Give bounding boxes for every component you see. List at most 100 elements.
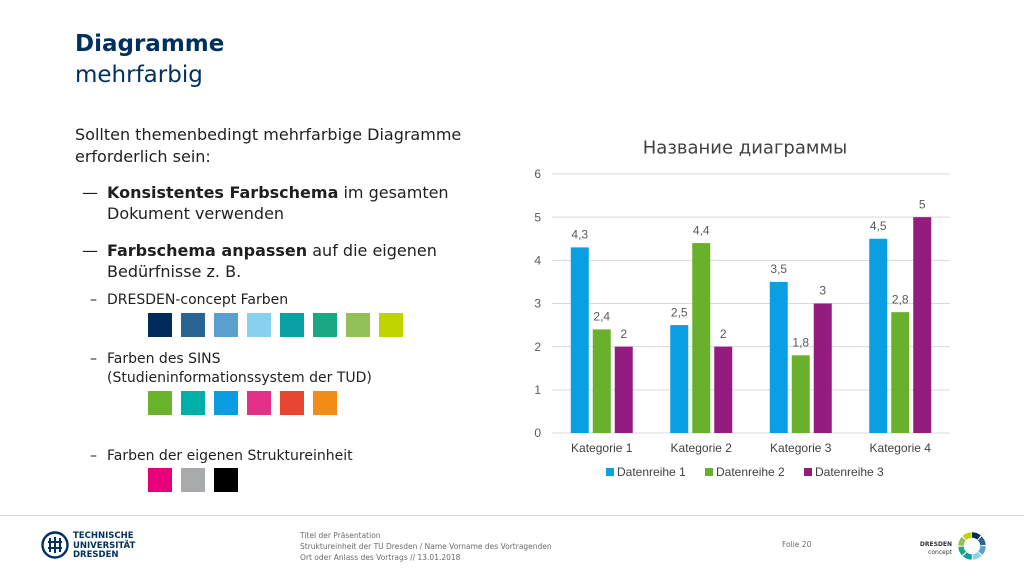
dresden-concept-tagline: concept <box>928 549 952 556</box>
y-tick-label: 0 <box>534 426 541 440</box>
color-swatch <box>214 313 238 337</box>
color-swatch <box>181 391 205 415</box>
color-swatch <box>247 313 271 337</box>
sub-bullet-text: Farben des SINS (Studieninformationssyst… <box>107 351 372 386</box>
slide-subtitle: mehrfarbig <box>75 62 203 88</box>
bar-s2-c2 <box>692 243 711 433</box>
data-label: 2,5 <box>671 305 688 319</box>
dresden-concept-ring-icon <box>958 532 986 560</box>
chart-title: Название диаграммы <box>643 137 848 158</box>
data-label: 4,5 <box>870 219 887 233</box>
color-swatch <box>148 468 172 492</box>
intro-text: Sollten themenbedingt mehrfarbige Diagra… <box>75 125 462 166</box>
y-tick-label: 1 <box>534 383 541 397</box>
dresden-concept-name: DRESDEN <box>919 541 952 548</box>
bar-s2-c3 <box>791 355 810 433</box>
sub-bullet-marker: – <box>90 351 97 367</box>
data-label: 2,8 <box>892 292 909 306</box>
bullet-emphasis: Konsistentes Farbschema <box>107 183 339 202</box>
bar-s3-c4 <box>913 217 932 433</box>
bullet-text: Konsistentes Farbschema im gesamten Doku… <box>107 182 477 224</box>
color-swatch <box>214 468 238 492</box>
y-tick-label: 4 <box>534 254 541 268</box>
bar-s2-c1 <box>592 329 611 433</box>
color-swatch <box>280 391 304 415</box>
data-label: 2 <box>720 327 727 341</box>
swatch-row-sins <box>148 391 337 415</box>
slide-title: Diagramme <box>75 31 225 57</box>
y-tick-label: 5 <box>534 210 541 224</box>
bar-s3-c3 <box>813 303 832 433</box>
tud-wordmark-line: UNIVERSITÄT <box>73 540 136 551</box>
footer-unit-line: Struktureinheit der TU Dresden / Name Vo… <box>300 541 552 551</box>
data-label: 5 <box>919 197 926 211</box>
color-swatch <box>181 313 205 337</box>
data-label: 2 <box>620 327 627 341</box>
color-swatch <box>214 391 238 415</box>
bullet-emphasis: Farbschema anpassen <box>107 241 308 260</box>
dresden-concept-logo: DRESDEN concept <box>918 530 988 564</box>
footer-event-line: Ort oder Anlass des Vortrags // 13.01.20… <box>300 552 461 562</box>
y-tick-label: 6 <box>534 167 541 181</box>
bar-s1-c1 <box>570 247 589 433</box>
data-label: 2,4 <box>593 310 610 324</box>
bar-s3-c2 <box>714 346 733 433</box>
color-swatch <box>181 468 205 492</box>
color-swatch <box>148 391 172 415</box>
sub-bullet-text: Farben der eigenen Struktureinheit <box>107 448 353 464</box>
slide-title-block: Diagramme mehrfarbig <box>75 29 224 91</box>
color-swatch <box>379 313 403 337</box>
color-swatch <box>313 391 337 415</box>
legend-swatch <box>705 468 713 476</box>
color-swatch <box>247 391 271 415</box>
y-tick-label: 2 <box>534 340 541 354</box>
y-tick-label: 3 <box>534 297 541 311</box>
footer-presentation-title: Titel der Präsentation <box>300 530 381 540</box>
sub-bullet-marker: – <box>90 448 97 464</box>
data-label: 4,4 <box>693 223 710 237</box>
swatch-row-own-unit <box>148 468 238 492</box>
bullet-text: Farbschema anpassen auf die eigenen Bedü… <box>107 240 477 282</box>
bullet-marker: — <box>82 241 98 260</box>
sub-bullet-dresden-concept: – DRESDEN-concept Farben <box>90 291 420 310</box>
tud-wordmark: TECHNISCHE UNIVERSITÄT DRESDEN <box>73 531 136 561</box>
tud-logo: TECHNISCHE UNIVERSITÄT DRESDEN <box>40 529 140 563</box>
color-swatch <box>346 313 370 337</box>
legend-label: Datenreihe 1 <box>617 465 686 479</box>
bar-s3-c1 <box>614 346 633 433</box>
x-tick-label: Kategorie 4 <box>870 441 932 455</box>
sub-bullet-text: DRESDEN-concept Farben <box>107 292 289 308</box>
data-label: 1,8 <box>792 336 809 350</box>
data-label: 3,5 <box>770 262 787 276</box>
legend-label: Datenreihe 2 <box>716 465 785 479</box>
slide-number: Folie 20 <box>782 539 812 549</box>
bullet-rest: auf die eigenen Bedürfnisse z. B. <box>107 241 437 281</box>
color-swatch <box>148 313 172 337</box>
bullet-adapt-scheme: — Farbschema anpassen auf die eigenen Be… <box>82 240 482 282</box>
bar-s1-c3 <box>769 281 788 433</box>
tud-emblem-icon <box>41 531 69 559</box>
bullet-marker: — <box>82 183 98 202</box>
sub-bullet-own-unit: – Farben der eigenen Struktureinheit <box>90 447 420 466</box>
bullet-consistent-scheme: — Konsistentes Farbschema im gesamten Do… <box>82 182 482 224</box>
sub-bullet-marker: – <box>90 292 97 308</box>
color-swatch <box>313 313 337 337</box>
bar-chart: Название диаграммы 0 1 2 3 4 5 6 Kategorie 1 4,3 2… <box>534 137 950 479</box>
tud-wordmark-line: DRESDEN <box>73 550 119 560</box>
x-tick-label: Kategorie 2 <box>671 441 733 455</box>
footer-info: Titel der Präsentation Struktureinheit d… <box>300 530 552 563</box>
legend-label: Datenreihe 3 <box>815 465 884 479</box>
footer-divider <box>0 515 1024 516</box>
bar-s2-c4 <box>891 312 910 433</box>
x-tick-label: Kategorie 3 <box>770 441 832 455</box>
data-label: 3 <box>819 284 826 298</box>
x-tick-label: Kategorie 1 <box>571 441 633 455</box>
bullet-rest: im gesamten Dokument verwenden <box>107 183 449 223</box>
sub-bullet-sins: – Farben des SINS (Studieninformationssy… <box>90 350 420 388</box>
color-swatch <box>280 313 304 337</box>
tud-wordmark-line: TECHNISCHE <box>73 531 134 541</box>
bar-s1-c4 <box>869 238 888 433</box>
legend-swatch <box>606 468 614 476</box>
legend-swatch <box>804 468 812 476</box>
